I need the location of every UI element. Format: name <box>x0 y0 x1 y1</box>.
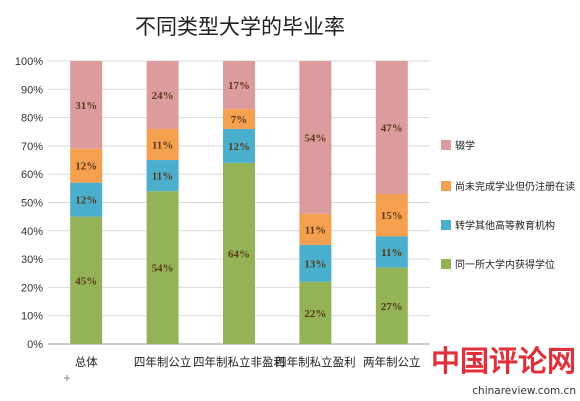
data-label: 12% <box>228 141 250 153</box>
data-label: 45% <box>75 275 97 287</box>
data-label: 47% <box>381 123 403 135</box>
bar-segment <box>223 61 255 110</box>
legend-label: 辍学 <box>455 139 475 152</box>
bar-segment <box>223 128 255 163</box>
y-tick-label: 100% <box>15 56 43 68</box>
y-tick-label: 50% <box>21 198 43 210</box>
data-label: 11% <box>152 171 173 183</box>
bar-segment <box>375 236 408 268</box>
bars: 45% 12% 12% 31% 54% 11% 11% 24% 64% 12% 7% 17% 22% 13… <box>70 61 408 344</box>
bar-segment <box>299 213 332 245</box>
data-label: 22% <box>304 308 326 320</box>
data-label: 11% <box>152 139 173 151</box>
legend-label: 同一所大学内获得学位 <box>455 258 555 271</box>
y-tick-label: 10% <box>21 311 43 323</box>
data-label: 12% <box>75 195 97 207</box>
data-label: 54% <box>304 132 326 144</box>
y-tick-label: 60% <box>21 169 43 181</box>
data-label: 13% <box>304 258 326 270</box>
x-category-label: 两年制公立 <box>363 355 421 369</box>
data-label: 27% <box>381 301 403 313</box>
legend-swatch <box>441 181 451 191</box>
x-category-label: 四年制公立 <box>134 355 192 369</box>
bar-segment <box>146 61 179 129</box>
watermark-brand: 中国评论网 <box>431 344 576 378</box>
legend-swatch <box>441 259 451 269</box>
x-category-label: 四年制私立盈利 <box>275 355 356 369</box>
bar-segment <box>375 61 408 195</box>
bar-segment <box>375 194 408 237</box>
x-category-label: 四年制私立非盈利 <box>193 355 285 369</box>
y-axis-ticks: 0% 10% 20% 30% 40% 50% 60% 70% 80% 90% 100% <box>15 56 43 351</box>
watermark-url: chinareview.com.cn <box>472 385 576 397</box>
bar-segment <box>223 109 255 129</box>
data-label: 64% <box>228 248 250 260</box>
y-tick-label: 70% <box>21 141 43 153</box>
data-label: 12% <box>75 161 97 173</box>
x-category-label: 总体 <box>75 355 98 369</box>
y-tick-label: 80% <box>21 113 43 125</box>
data-label: 17% <box>228 80 250 92</box>
bar-segment <box>146 191 179 344</box>
legend-label: 转学其他高等教育机构 <box>455 219 555 232</box>
bar-segment <box>223 162 255 344</box>
bar-segment <box>70 61 103 149</box>
y-tick-label: 90% <box>21 84 43 96</box>
y-tick-label: 40% <box>21 226 43 238</box>
bar-segment <box>70 148 103 183</box>
data-label: 7% <box>231 114 248 126</box>
y-tick-label: 0% <box>27 339 43 351</box>
data-label: 11% <box>305 224 326 236</box>
bar-segment <box>299 61 332 214</box>
data-label: 15% <box>381 210 403 222</box>
y-tick-label: 30% <box>21 254 43 266</box>
bar-segment <box>299 244 332 282</box>
legend-label: 尚未完成学业但仍注册在读 <box>455 180 575 193</box>
bar-segment <box>146 128 179 161</box>
data-label: 54% <box>152 263 174 275</box>
bar-segment <box>70 182 103 217</box>
data-label: 24% <box>152 90 174 102</box>
data-label: 11% <box>381 247 402 259</box>
legend-swatch <box>441 140 451 150</box>
bar-segment <box>375 267 408 344</box>
legend-swatch <box>441 220 451 230</box>
data-label: 31% <box>75 100 97 112</box>
bar-segment <box>70 216 103 344</box>
bar-segment <box>299 281 332 344</box>
y-tick-label: 20% <box>21 282 43 294</box>
watermark: 中国评论网 chinareview.com.cn <box>431 344 576 397</box>
chart-title: 不同类型大学的毕业率 <box>135 15 345 39</box>
bar-segment <box>146 160 179 192</box>
